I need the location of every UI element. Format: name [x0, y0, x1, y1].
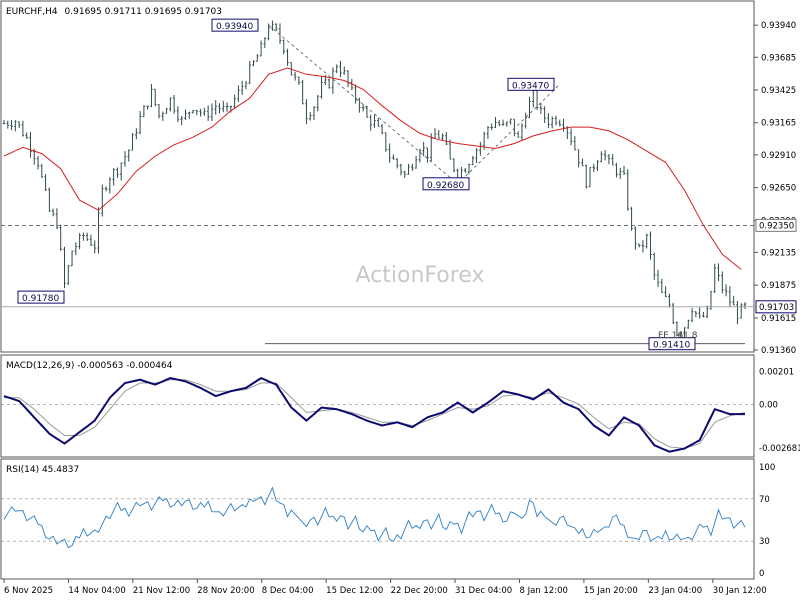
swing-projection-line	[268, 24, 561, 185]
rsi-legend: RSI(14) 45.4837	[6, 465, 79, 475]
price-line-tag-box	[755, 300, 797, 314]
price-axis-label: 0.93685	[761, 53, 796, 63]
price-axis-label: 0.93425	[761, 86, 796, 96]
symbol-timeframe: EURCHF,H4	[6, 7, 58, 17]
time-axis-label: 8 Dec 04:00	[262, 586, 314, 596]
time-axis-label: 28 Nov 20:00	[197, 586, 254, 596]
symbol-label: EURCHF,H4 0.91695 0.91711 0.91695 0.9170…	[6, 7, 222, 17]
time-axis-label: 6 Nov 2025	[4, 586, 53, 596]
time-axis-label: 22 Dec 20:00	[391, 586, 448, 596]
price-axis-label: 0.93940	[761, 21, 796, 31]
price-line-tag: 0.92350	[759, 221, 794, 231]
price-level-label: 0.91410	[653, 341, 690, 351]
macd-axis-label: -0.002681	[759, 444, 800, 454]
time-axis-label: 23 Jan 04:00	[648, 586, 702, 596]
macd-axis-label: 0.00201	[759, 367, 794, 377]
time-axis-label: 30 Jan 12:00	[713, 586, 767, 596]
watermark: ActionForex	[356, 263, 485, 288]
price-level-label-box	[507, 77, 555, 91]
time-axis-label: 14 Nov 04:00	[68, 586, 125, 596]
price-axis-label: 0.92910	[761, 151, 796, 161]
rsi-axis-label: 0	[759, 569, 764, 579]
macd-signal-line	[4, 379, 746, 450]
price-axis-label: 0.91360	[761, 346, 796, 356]
price-level-label-box	[17, 290, 65, 304]
price-axis-label: 0.92650	[761, 184, 796, 194]
rsi-line	[3, 486, 746, 549]
ohlc-values: 0.91695 0.91711 0.91695 0.91703	[65, 7, 222, 17]
time-axis-label: 8 Jan 12:00	[519, 586, 567, 596]
macd-axis-label: 0.00	[759, 400, 778, 410]
price-axis-label: 0.93165	[761, 119, 796, 129]
price-level-label: 0.92680	[427, 181, 464, 191]
macd-main-line	[3, 376, 745, 453]
price-level-label-box	[422, 177, 470, 191]
price-axis-label: 0.91875	[761, 281, 796, 291]
price-level-label-box	[648, 337, 696, 351]
rsi-pane-frame	[0, 458, 755, 580]
time-axis-label: 15 Dec 12:00	[326, 586, 383, 596]
time-axis-label: 15 Jan 20:00	[584, 586, 638, 596]
moving-average-line	[3, 67, 742, 270]
rsi-axis-label: 100	[759, 463, 775, 473]
time-axis-label: 31 Dec 04:00	[455, 586, 512, 596]
fe-annotation: FE 161.8	[658, 331, 698, 341]
price-axis-label: 0.91615	[761, 314, 796, 324]
price-pane-frame	[0, 0, 755, 353]
price-level-label: 0.91780	[22, 294, 59, 304]
price-axis-label: 0.92135	[761, 248, 796, 258]
rsi-axis-label: 70	[759, 495, 770, 505]
rsi-axis-label: 30	[759, 537, 770, 547]
price-level-label-box	[211, 18, 259, 32]
price-level-label: 0.93940	[216, 22, 253, 32]
macd-legend: MACD(12,26,9) -0.000563 -0.000464	[6, 361, 173, 371]
time-axis-label: 21 Nov 12:00	[133, 586, 190, 596]
macd-pane-frame	[0, 354, 755, 458]
price-line-tag-box	[755, 218, 797, 232]
price-level-label: 0.93470	[512, 81, 549, 91]
price-line-tag: 0.91703	[759, 303, 794, 313]
